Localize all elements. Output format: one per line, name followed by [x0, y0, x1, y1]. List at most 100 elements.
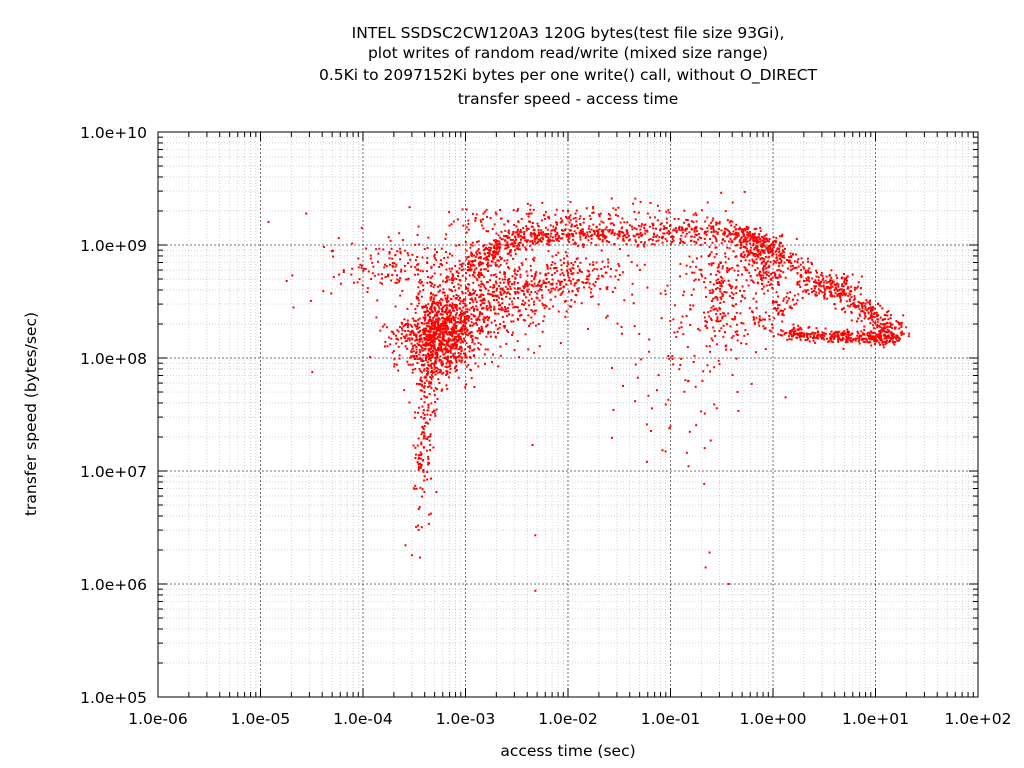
- data-point: [459, 315, 462, 318]
- data-point: [446, 344, 449, 347]
- data-point: [426, 471, 429, 473]
- data-point: [861, 307, 864, 310]
- data-point: [723, 291, 726, 293]
- data-point: [843, 272, 845, 275]
- data-point: [366, 291, 369, 293]
- data-point: [764, 240, 767, 243]
- data-point: [891, 323, 894, 326]
- data-point: [889, 322, 892, 324]
- data-point: [699, 243, 702, 246]
- data-point: [493, 294, 496, 297]
- data-point: [552, 287, 554, 290]
- data-point: [735, 233, 738, 236]
- data-point: [767, 248, 770, 251]
- data-point: [497, 234, 500, 237]
- data-point: [863, 317, 866, 320]
- data-point: [488, 304, 491, 307]
- data-point: [455, 312, 458, 315]
- data-point: [486, 252, 489, 254]
- data-point: [473, 268, 476, 271]
- data-point: [441, 306, 444, 309]
- data-point: [444, 323, 447, 326]
- data-point: [550, 264, 553, 266]
- data-point: [646, 212, 649, 215]
- data-point: [861, 333, 864, 336]
- data-point: [718, 307, 721, 310]
- data-point: [708, 345, 711, 348]
- data-point: [622, 385, 624, 387]
- data-point: [669, 223, 672, 226]
- data-point: [415, 351, 418, 354]
- data-point: [551, 278, 554, 281]
- data-point: [760, 243, 763, 246]
- data-point: [530, 291, 533, 293]
- data-point: [432, 293, 435, 296]
- data-point: [715, 312, 718, 315]
- data-point: [491, 260, 494, 263]
- data-point: [323, 245, 326, 248]
- data-point: [388, 251, 391, 253]
- data-point: [429, 449, 432, 452]
- data-point: [473, 254, 476, 257]
- data-point: [866, 341, 869, 344]
- data-point: [651, 239, 654, 241]
- data-point: [429, 435, 432, 438]
- data-point: [426, 449, 429, 452]
- data-point: [669, 242, 672, 245]
- data-point: [653, 233, 656, 236]
- data-point: [764, 348, 767, 351]
- data-point: [618, 265, 621, 267]
- data-point: [526, 274, 529, 277]
- data-point: [596, 268, 599, 271]
- data-point: [428, 364, 431, 367]
- data-point: [445, 261, 448, 264]
- data-point: [613, 232, 616, 235]
- data-point: [868, 335, 871, 337]
- data-point: [799, 331, 802, 334]
- data-point: [531, 222, 534, 224]
- data-point: [857, 305, 860, 308]
- data-point: [394, 254, 397, 257]
- data-point: [804, 269, 807, 272]
- data-point: [448, 360, 451, 363]
- data-point: [774, 273, 777, 276]
- data-point: [512, 306, 515, 309]
- data-point: [479, 256, 482, 258]
- data-point: [836, 289, 839, 292]
- data-point: [667, 398, 670, 401]
- data-point: [530, 225, 533, 228]
- data-point: [393, 262, 396, 265]
- data-point: [416, 342, 419, 345]
- data-point: [537, 225, 540, 228]
- data-point: [417, 457, 420, 460]
- data-point: [749, 275, 752, 277]
- data-point: [495, 324, 497, 327]
- data-point: [511, 242, 514, 245]
- data-point: [430, 378, 433, 381]
- data-point: [765, 284, 768, 287]
- data-point: [527, 348, 530, 351]
- data-point: [815, 327, 818, 330]
- data-point: [572, 217, 575, 220]
- data-point: [807, 260, 809, 263]
- data-point: [426, 270, 428, 273]
- data-point: [870, 308, 873, 311]
- y-tick-label: 1.0e+07: [80, 463, 147, 481]
- data-point: [873, 339, 876, 342]
- data-point: [726, 269, 729, 272]
- data-point: [724, 255, 727, 258]
- data-point: [695, 214, 698, 217]
- data-point: [756, 247, 759, 250]
- data-point: [469, 332, 472, 335]
- data-point: [423, 332, 426, 334]
- data-point: [661, 237, 664, 240]
- x-tick-label: 1.0e+02: [945, 710, 1012, 728]
- data-point: [433, 389, 436, 392]
- data-point: [474, 255, 477, 258]
- data-point: [353, 281, 355, 284]
- data-point: [582, 218, 585, 220]
- data-point: [504, 285, 507, 288]
- data-point: [867, 317, 870, 320]
- data-point: [395, 263, 398, 266]
- data-point: [849, 336, 852, 339]
